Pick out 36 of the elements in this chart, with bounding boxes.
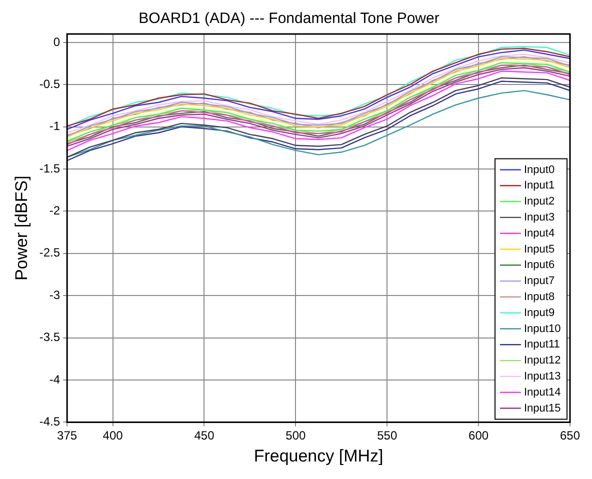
x-tick-label: 450 bbox=[194, 428, 215, 443]
y-tick-label: -4.5 bbox=[39, 414, 60, 429]
legend-label: Input14 bbox=[524, 386, 561, 398]
x-tick-label: 650 bbox=[560, 428, 580, 443]
legend-label: Input6 bbox=[524, 259, 555, 272]
legend-label: Input8 bbox=[524, 290, 555, 303]
y-tick-label: -2 bbox=[49, 204, 60, 218]
legend-label: Input12 bbox=[524, 354, 561, 367]
y-tick-label: 0 bbox=[53, 34, 60, 49]
x-tick-label: 500 bbox=[286, 428, 306, 443]
legend-label: Input3 bbox=[524, 211, 555, 224]
legend-label: Input4 bbox=[524, 227, 555, 240]
x-tick-label: 375 bbox=[57, 428, 78, 443]
x-axis-title: Frequency [MHz] bbox=[254, 446, 384, 466]
x-tick-label: 400 bbox=[102, 428, 124, 443]
y-tick-label: -1.5 bbox=[39, 161, 60, 176]
legend-label: Input11 bbox=[524, 338, 560, 351]
legend-label: Input2 bbox=[524, 196, 555, 208]
chart-title: BOARD1 (ADA) --- Fondamental Tone Power bbox=[138, 10, 440, 28]
x-tick-label: 600 bbox=[468, 428, 489, 443]
legend-label: Input13 bbox=[524, 370, 561, 382]
legend-label: Input9 bbox=[524, 306, 555, 319]
y-tick-label: -3.5 bbox=[39, 330, 60, 344]
y-tick-label: -0.5 bbox=[39, 76, 60, 91]
y-axis-title: Power [dBFS] bbox=[12, 176, 31, 281]
y-tick-label: -1 bbox=[49, 119, 60, 134]
legend-label: Input5 bbox=[524, 243, 555, 256]
legend-label: Input10 bbox=[524, 322, 561, 335]
y-tick-label: -4 bbox=[49, 372, 60, 386]
legend-label: Input7 bbox=[524, 275, 555, 288]
legend-label: Input0 bbox=[524, 164, 555, 176]
y-tick-label: -2.5 bbox=[39, 246, 60, 260]
legend-label: Input15 bbox=[524, 402, 561, 414]
x-tick-label: 550 bbox=[377, 428, 398, 443]
y-tick-label: -3 bbox=[49, 288, 60, 302]
legend-label: Input1 bbox=[524, 180, 555, 192]
